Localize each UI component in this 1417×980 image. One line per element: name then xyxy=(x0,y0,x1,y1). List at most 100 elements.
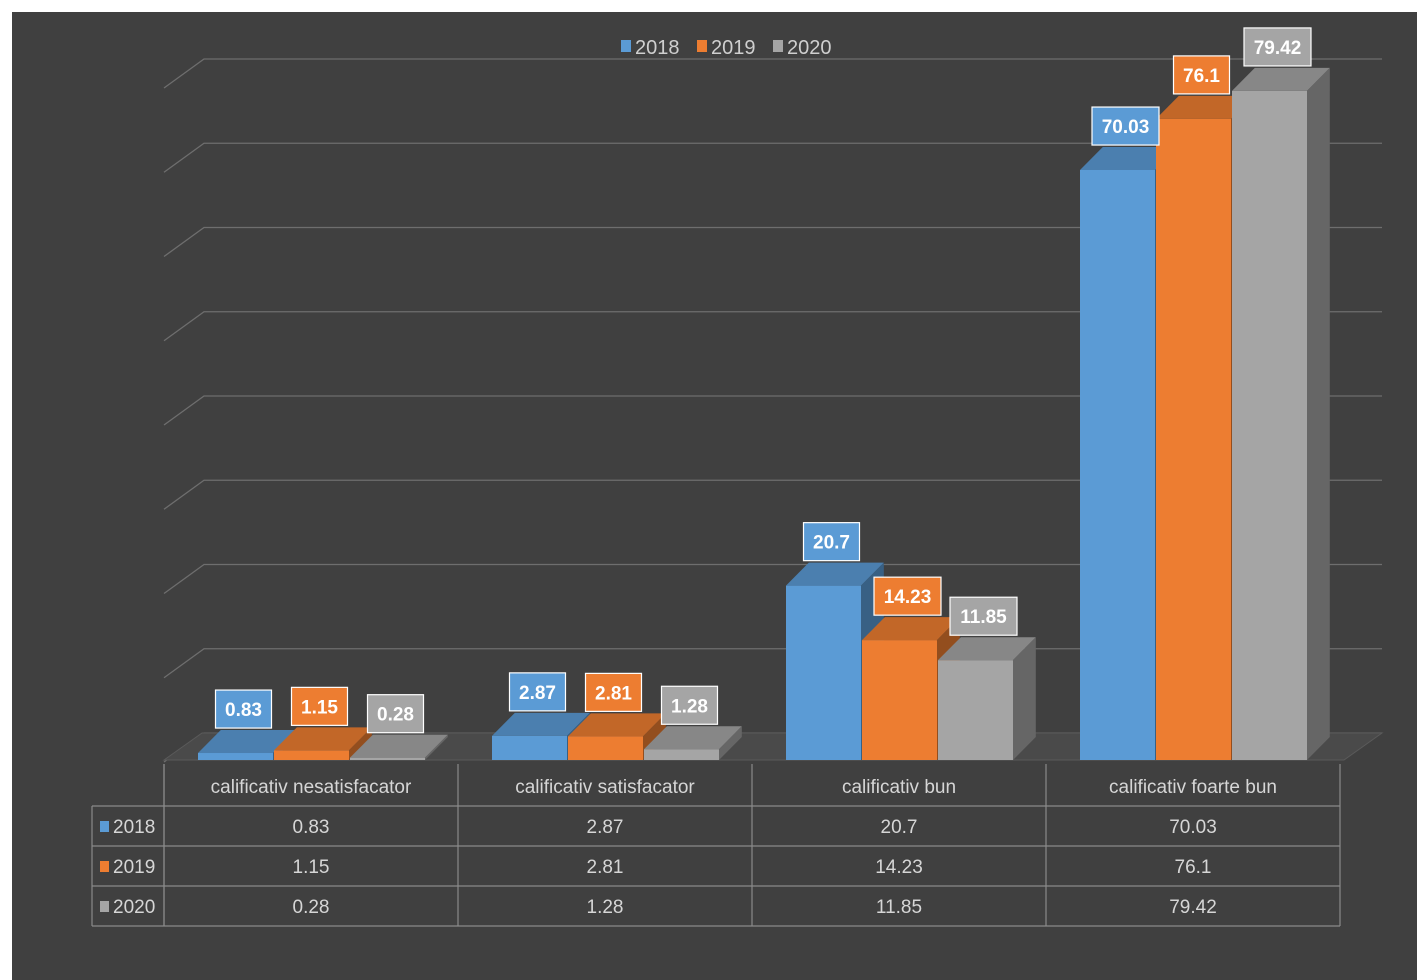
legend-swatch xyxy=(773,40,783,52)
data-label-text: 79.42 xyxy=(1254,38,1302,59)
data-label-box xyxy=(873,576,942,616)
legend-swatch xyxy=(621,40,631,52)
data-label-text: 2.87 xyxy=(519,683,556,704)
bar-2020-1 xyxy=(350,734,448,760)
bar-front xyxy=(350,757,425,760)
table-header-cell: calificativ nesatisfacator xyxy=(211,777,412,798)
data-label-box xyxy=(1172,55,1231,95)
gridline xyxy=(163,311,1382,342)
data-label-text: 2.81 xyxy=(595,683,632,704)
data-label-box xyxy=(584,672,643,712)
bar-2020-3 xyxy=(938,637,1036,760)
legend-label: 2019 xyxy=(711,37,756,59)
legend-label: 2018 xyxy=(635,37,680,59)
table-cell: 2.81 xyxy=(587,857,624,878)
table-row-label: 2018 xyxy=(113,817,155,838)
data-label-text: 0.83 xyxy=(225,700,262,721)
bar-top xyxy=(786,562,884,586)
data-label-box xyxy=(1243,27,1312,67)
table-cell: 1.15 xyxy=(293,857,330,878)
gridline xyxy=(163,142,1382,173)
bar-top xyxy=(1232,67,1330,91)
data-label-text: 76.1 xyxy=(1183,66,1220,87)
bar-side xyxy=(349,727,372,760)
data-label-text: 70.03 xyxy=(1102,117,1150,138)
table-cell: 79.42 xyxy=(1169,897,1217,918)
data-label-2018-2: 2.87 xyxy=(508,672,567,712)
data-label-2018-3: 20.7 xyxy=(802,522,861,562)
bar-front xyxy=(568,736,643,760)
bar-front xyxy=(938,660,1013,760)
data-table: calificativ nesatisfacator calificativ sa… xyxy=(91,764,1341,927)
bar-side xyxy=(1307,67,1330,760)
bar-top xyxy=(644,726,742,750)
gridlines xyxy=(163,58,1382,763)
data-label-text: 1.15 xyxy=(301,697,338,718)
data-label-box xyxy=(290,686,349,726)
table-header-cell: calificativ bun xyxy=(842,777,956,798)
bar-side xyxy=(1013,637,1036,760)
table-cell: 11.85 xyxy=(876,897,922,918)
data-label-box xyxy=(660,685,719,725)
table-cell: 1.28 xyxy=(587,897,624,918)
data-label-box xyxy=(1091,106,1160,146)
table-cell: 2.87 xyxy=(587,817,624,838)
legend-item-2019: 2019 xyxy=(697,37,756,59)
data-label-2019-4: 76.1 xyxy=(1172,55,1231,95)
legend: 2018 2019 2020 xyxy=(621,37,832,59)
bar-top xyxy=(274,727,372,751)
bar-top xyxy=(862,617,960,641)
table-header-cell: calificativ foarte bun xyxy=(1109,777,1277,798)
table-row-label: 2020 xyxy=(113,897,155,918)
bar-front xyxy=(1156,118,1231,761)
table-cell: 0.83 xyxy=(293,817,330,838)
data-label-box xyxy=(214,689,273,729)
table-row-label: 2019 xyxy=(113,857,155,878)
bar-top xyxy=(492,712,590,736)
data-label-text: 11.85 xyxy=(960,607,1007,628)
bar-front xyxy=(786,585,861,760)
data-label-2019-1: 1.15 xyxy=(290,686,349,726)
table-row-swatch xyxy=(100,821,109,832)
bar-top xyxy=(350,734,448,758)
gridline xyxy=(163,395,1382,426)
bar-2019-1 xyxy=(274,727,372,760)
bar-top xyxy=(1080,147,1178,170)
bar-front xyxy=(644,749,719,760)
bar-top xyxy=(938,637,1036,661)
table-cell: 14.23 xyxy=(875,857,923,878)
bar-front xyxy=(274,750,349,760)
data-label-2020-4: 79.42 xyxy=(1243,27,1312,67)
data-label-2020-1: 0.28 xyxy=(366,694,425,734)
gridline xyxy=(163,479,1382,510)
data-label-2018-4: 70.03 xyxy=(1091,106,1160,146)
data-labels: 0.83 1.15 0.28 2.87 2.81 1.28 20.7 14.23 11.85 70… xyxy=(214,27,1312,734)
legend-item-2020: 2020 xyxy=(773,37,832,59)
gridline xyxy=(163,58,1382,89)
data-label-text: 1.28 xyxy=(671,696,708,717)
data-label-2020-2: 1.28 xyxy=(660,685,719,725)
gridline xyxy=(163,563,1382,595)
bar-top xyxy=(1156,95,1254,119)
data-label-text: 0.28 xyxy=(377,705,414,726)
bar-front xyxy=(492,735,567,760)
chart-area: 0.83 1.15 0.28 2.87 2.81 1.28 20.7 14.23 11.85 70… xyxy=(12,12,1417,980)
data-label-box xyxy=(949,596,1018,636)
data-label-text: 14.23 xyxy=(884,587,932,608)
bar-top xyxy=(198,730,296,754)
legend-item-2018: 2018 xyxy=(621,37,680,59)
data-label-2019-2: 2.81 xyxy=(584,672,643,712)
bar-chart-3d: 0.83 1.15 0.28 2.87 2.81 1.28 20.7 14.23 11.85 70… xyxy=(91,27,1384,927)
table-cell: 0.28 xyxy=(293,897,330,918)
data-label-2019-3: 14.23 xyxy=(873,576,942,616)
bar-side xyxy=(425,734,448,760)
table-row-swatch xyxy=(100,861,109,872)
data-label-box xyxy=(508,672,567,712)
table-cell: 76.1 xyxy=(1175,857,1212,878)
legend-swatch xyxy=(697,40,707,52)
data-label-2020-3: 11.85 xyxy=(949,596,1018,636)
data-label-box xyxy=(366,694,425,734)
data-label-2018-1: 0.83 xyxy=(214,689,273,729)
table-cell: 70.03 xyxy=(1169,817,1217,838)
bar-side xyxy=(719,726,742,760)
